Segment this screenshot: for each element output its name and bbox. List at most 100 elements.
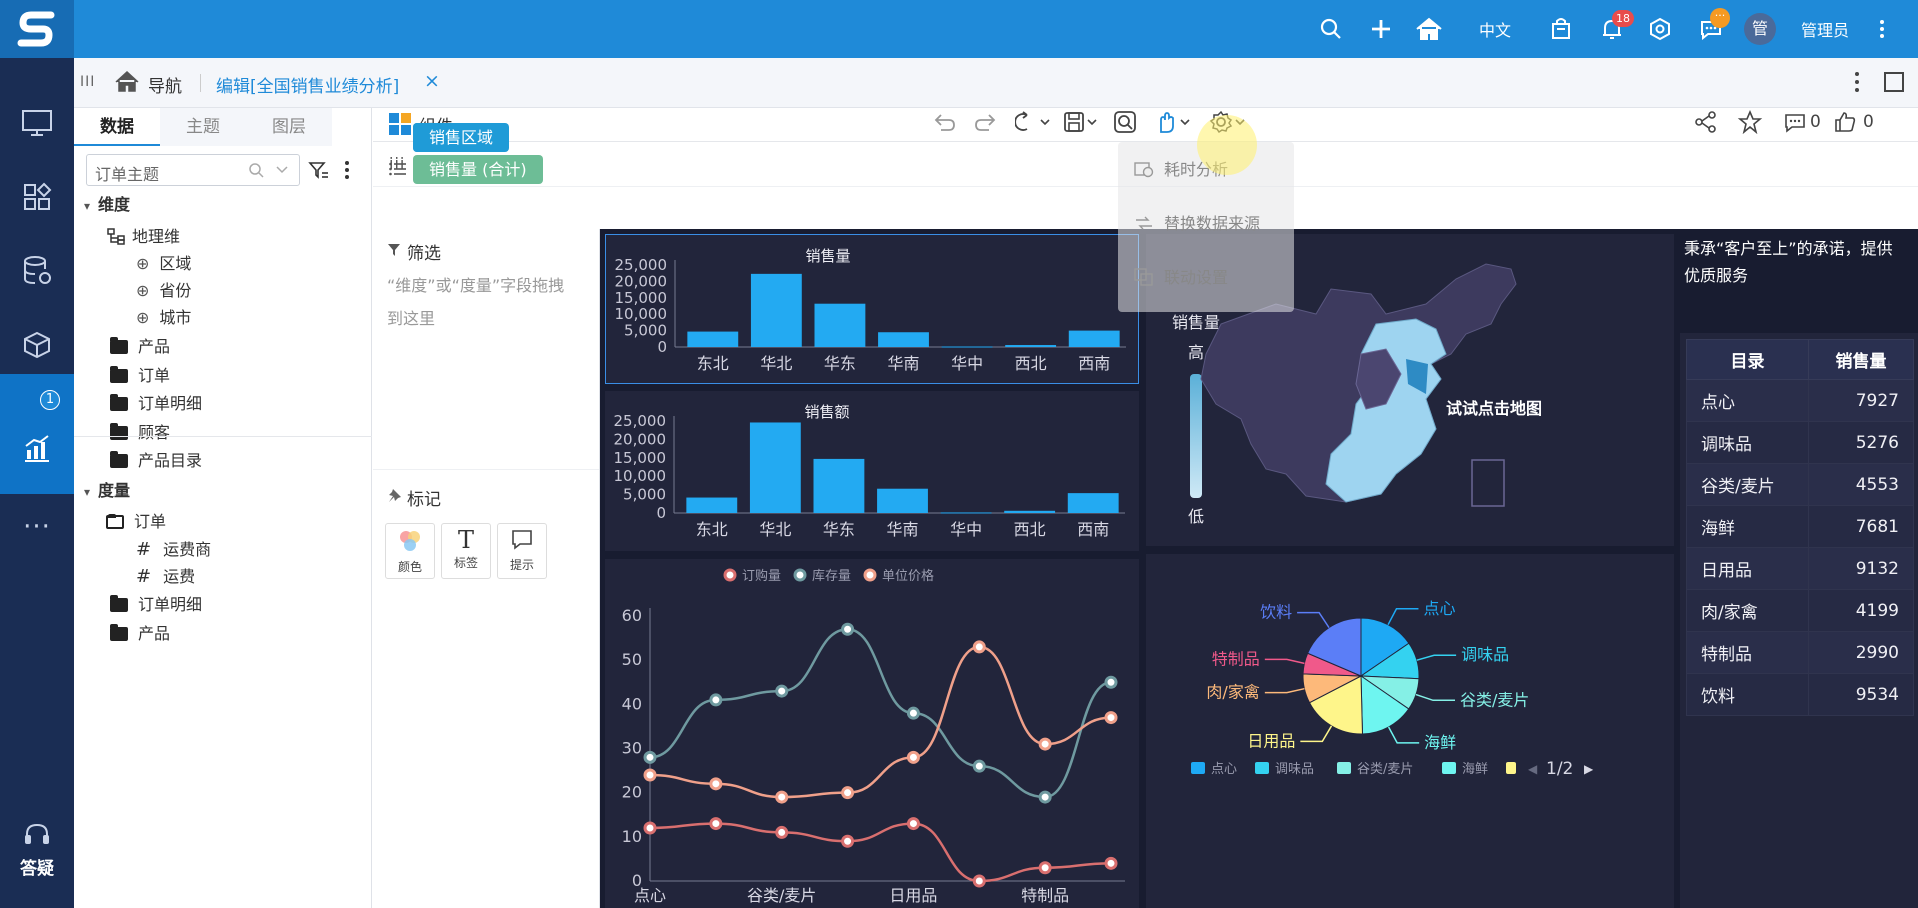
tree-folder-order-detail[interactable]: 订单明细 <box>110 390 202 418</box>
legend-label[interactable]: 谷类/麦片 <box>1357 762 1413 777</box>
row-pill-sales-sum[interactable]: 销售量 (合计) <box>413 155 543 184</box>
language-switch[interactable]: 中文 <box>1478 21 1511 40</box>
tree-item-province[interactable]: ⊕ 省份 <box>136 277 191 305</box>
notification-bell[interactable]: 18 <box>1594 0 1634 58</box>
legend-label[interactable]: 海鲜 <box>1462 762 1488 777</box>
tree-folder-measure-order[interactable]: 订单 <box>106 508 166 536</box>
bar[interactable] <box>878 332 929 347</box>
table-header-sales[interactable]: 销售量 <box>1808 339 1914 380</box>
more-vertical-icon[interactable] <box>1872 0 1892 58</box>
bar[interactable] <box>1068 330 1120 347</box>
save-icon[interactable] <box>1063 110 1099 134</box>
data-point[interactable] <box>1038 737 1052 751</box>
tree-item-city[interactable]: ⊕ 城市 <box>136 304 191 332</box>
app-logo[interactable] <box>0 0 74 58</box>
data-point[interactable] <box>972 759 986 773</box>
fullscreen-icon[interactable] <box>1884 72 1904 92</box>
measure-group[interactable]: ▾ 度量 <box>84 481 131 500</box>
data-point[interactable] <box>906 706 920 720</box>
tree-item-region[interactable]: ⊕ 区域 <box>136 250 191 278</box>
close-tab-icon[interactable]: × <box>424 70 440 92</box>
avatar[interactable]: 管 <box>1744 13 1776 45</box>
star-icon[interactable] <box>1737 110 1763 134</box>
mark-color-button[interactable]: 颜色 <box>385 523 435 579</box>
legend-prev-icon[interactable]: ◀ <box>1528 762 1538 776</box>
refresh-icon[interactable] <box>1015 110 1051 134</box>
table-header-category[interactable]: 目录 <box>1686 339 1809 380</box>
bar[interactable] <box>750 273 802 347</box>
table-row[interactable]: 肉/家禽 4199 <box>1686 589 1914 632</box>
sidebar-item-database[interactable] <box>0 234 74 308</box>
data-point[interactable] <box>1038 790 1052 804</box>
sidebar-item-report[interactable]: 1 <box>0 374 74 494</box>
legend-label[interactable]: 调味品 <box>1275 762 1314 777</box>
legend-swatch[interactable] <box>1255 762 1269 774</box>
legend-label[interactable]: 单位价格 <box>882 568 934 584</box>
bag-icon[interactable] <box>1546 0 1576 58</box>
data-point[interactable] <box>841 622 855 636</box>
mark-tooltip-button[interactable]: 提示 <box>497 523 547 579</box>
tree-folder-measure-product[interactable]: 产品 <box>110 620 170 648</box>
help-button[interactable]: 答疑 <box>0 822 74 879</box>
data-point[interactable] <box>709 817 723 831</box>
bar[interactable] <box>814 303 866 347</box>
data-point[interactable] <box>643 768 657 782</box>
legend-next-icon[interactable]: ▶ <box>1584 762 1594 776</box>
user-name[interactable]: 管理员 <box>1800 21 1849 40</box>
menu-toggle-icon[interactable]: III <box>80 74 96 90</box>
tree-folder-catalog[interactable]: 产品目录 <box>110 447 202 469</box>
tab-layers[interactable]: 图层 <box>246 108 332 146</box>
data-point[interactable] <box>775 790 789 804</box>
data-point[interactable] <box>775 684 789 698</box>
tree-folder-product[interactable]: 产品 <box>110 333 170 361</box>
map-region-dark[interactable] <box>1355 348 1402 410</box>
bar[interactable] <box>1004 510 1056 513</box>
legend-swatch[interactable] <box>1442 762 1456 774</box>
sales-amount-chart[interactable]: 销售额 25,000 20,000 15,000 10,000 5,000 0 东北 华北 华东 华… <box>605 391 1139 551</box>
bar[interactable] <box>877 488 928 513</box>
legend-label[interactable]: 点心 <box>1211 762 1237 777</box>
mark-label-button[interactable]: T 标签 <box>441 523 491 579</box>
tree-folder-order[interactable]: 订单 <box>110 362 170 390</box>
bar[interactable] <box>1005 345 1057 347</box>
table-row[interactable]: 日用品 9132 <box>1686 547 1914 590</box>
subject-select[interactable]: 订单主题 <box>86 154 300 186</box>
more-horizontal-icon[interactable]: ··· <box>23 512 51 542</box>
filter-drop-hint[interactable]: “维度”或“度量”字段拖拽到这里 <box>387 276 565 328</box>
pie-slice[interactable] <box>1306 617 1362 677</box>
undo-icon[interactable] <box>933 112 957 132</box>
tab-edit-report[interactable]: 编辑[全国销售业绩分析] <box>216 77 400 97</box>
bar[interactable] <box>687 331 739 347</box>
legend-swatch[interactable] <box>1191 762 1205 774</box>
tree-folder-customer[interactable]: 顾客 <box>110 419 170 447</box>
map-region-top[interactable] <box>1406 359 1428 394</box>
sales-volume-chart[interactable]: 销售量 25,000 20,000 15,000 10,000 5,000 0 东北 华北 华东 华… <box>605 234 1139 384</box>
pie-slice[interactable] <box>1360 675 1410 735</box>
sidebar-item-desktop[interactable] <box>0 86 74 160</box>
redo-icon[interactable] <box>973 112 997 132</box>
data-point[interactable] <box>906 817 920 831</box>
pie-slice[interactable] <box>1308 675 1363 735</box>
home-icon[interactable] <box>114 70 140 98</box>
settings-hex-icon[interactable] <box>1645 0 1675 58</box>
table-row[interactable]: 调味品 5276 <box>1686 421 1914 464</box>
interaction-icon[interactable] <box>1153 108 1197 136</box>
data-point[interactable] <box>841 834 855 848</box>
table-row[interactable]: 饮料 9534 <box>1686 673 1914 716</box>
filter-sort-icon[interactable] <box>308 160 330 180</box>
like-icon[interactable] <box>1833 110 1857 134</box>
sidebar-item-apps[interactable] <box>0 160 74 234</box>
data-point[interactable] <box>1038 861 1052 875</box>
dimension-group[interactable]: ▾ 维度 <box>84 195 131 214</box>
bar[interactable] <box>940 512 992 514</box>
add-icon[interactable] <box>1366 0 1396 58</box>
data-point[interactable] <box>1104 675 1118 689</box>
table-row[interactable]: 谷类/麦片 4553 <box>1686 463 1914 506</box>
message-button[interactable]: ··· <box>1694 0 1730 58</box>
menu-item-replace-source[interactable]: 替换数据来源 <box>1164 214 1261 233</box>
nav-label[interactable]: 导航 <box>148 77 182 97</box>
legend-swatch[interactable] <box>1337 762 1351 774</box>
data-point[interactable] <box>906 750 920 764</box>
bar[interactable] <box>686 497 738 513</box>
data-point[interactable] <box>709 777 723 791</box>
